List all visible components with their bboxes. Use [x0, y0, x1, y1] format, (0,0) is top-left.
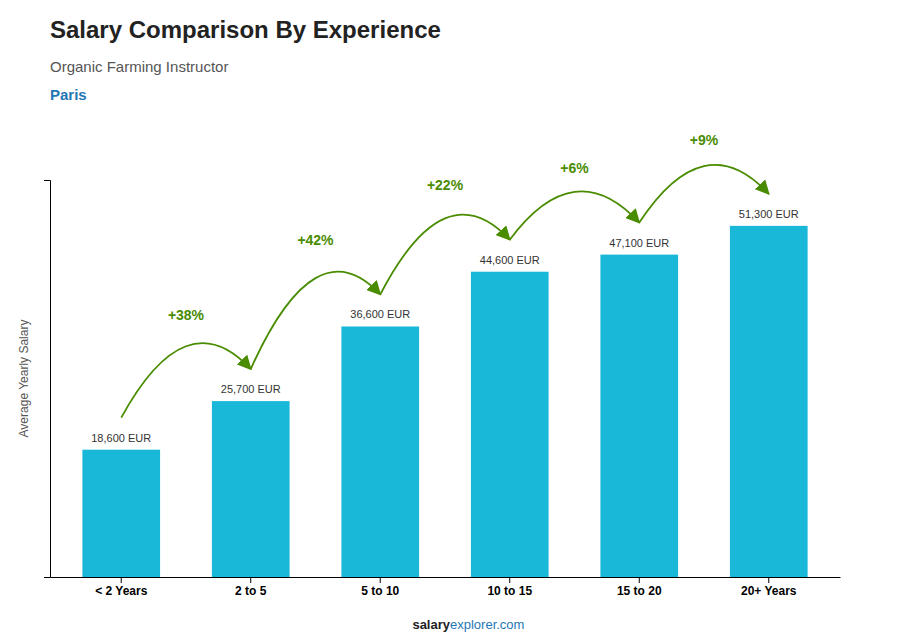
change-arrow [121, 343, 251, 418]
bar [730, 226, 808, 577]
x-tick-label: 5 to 10 [361, 584, 399, 598]
change-arrow [510, 191, 640, 239]
change-label: +9% [690, 132, 719, 148]
data-label: 44,600 EUR [480, 254, 540, 266]
title: Salary Comparison By Experience [50, 16, 441, 43]
data-label: 47,100 EUR [609, 237, 669, 249]
x-axis: < 2 Years 2 to 5 5 to 10 10 to 15 15 to 20 20… [51, 577, 841, 598]
x-axis-line [51, 577, 841, 578]
change-label: +38% [168, 307, 205, 323]
x-tick: 5 to 10 [361, 577, 399, 598]
change-label: +6% [560, 160, 589, 176]
y-axis [44, 181, 51, 578]
x-tick-label: 2 to 5 [235, 584, 267, 598]
bar [212, 401, 290, 577]
data-label: 51,300 EUR [739, 208, 799, 220]
x-tick-label: 15 to 20 [617, 584, 662, 598]
chart: Salary Comparison By Experience Organic F… [0, 0, 900, 641]
y-axis-line [44, 181, 51, 578]
data-labels: 18,600 EUR 25,700 EUR 36,600 EUR 44,600 EUR… [91, 208, 799, 444]
change-label: +22% [427, 177, 464, 193]
bar [82, 450, 160, 577]
bar [341, 326, 419, 577]
change-arrow [380, 215, 510, 295]
bars [82, 226, 807, 577]
x-tick: 2 to 5 [235, 577, 267, 598]
city: Paris [50, 86, 87, 103]
x-tick-label: 20+ Years [741, 584, 797, 598]
footer: salary [412, 617, 450, 632]
x-tick-label: < 2 Years [95, 584, 147, 598]
change-arrow [251, 272, 381, 369]
x-tick-label: 10 to 15 [487, 584, 532, 598]
x-tick: 20+ Years [741, 577, 797, 598]
x-tick-mark [380, 577, 381, 583]
footer: explorer.com [450, 617, 524, 632]
change-annotations: +38% +42% +22% +6% +9% [121, 132, 769, 418]
data-label: 18,600 EUR [91, 432, 151, 444]
x-tick-mark [250, 577, 251, 583]
y-axis-label: Average Yearly Salary [17, 320, 31, 438]
x-tick: 10 to 15 [487, 577, 532, 598]
x-tick-mark [768, 577, 769, 583]
x-tick-mark [121, 577, 122, 583]
x-tick: 15 to 20 [617, 577, 662, 598]
data-label: 36,600 EUR [350, 308, 410, 320]
x-tick: < 2 Years [95, 577, 147, 598]
change-arrow [639, 165, 769, 223]
data-label: 25,700 EUR [221, 383, 281, 395]
change-label: +42% [297, 232, 334, 248]
bar [471, 272, 549, 577]
bar [600, 255, 678, 577]
plot: < 2 Years 2 to 5 5 to 10 10 to 15 15 to 20 20… [44, 132, 841, 598]
x-tick-mark [639, 577, 640, 583]
x-tick-mark [509, 577, 510, 583]
subtitle: Organic Farming Instructor [50, 58, 228, 75]
